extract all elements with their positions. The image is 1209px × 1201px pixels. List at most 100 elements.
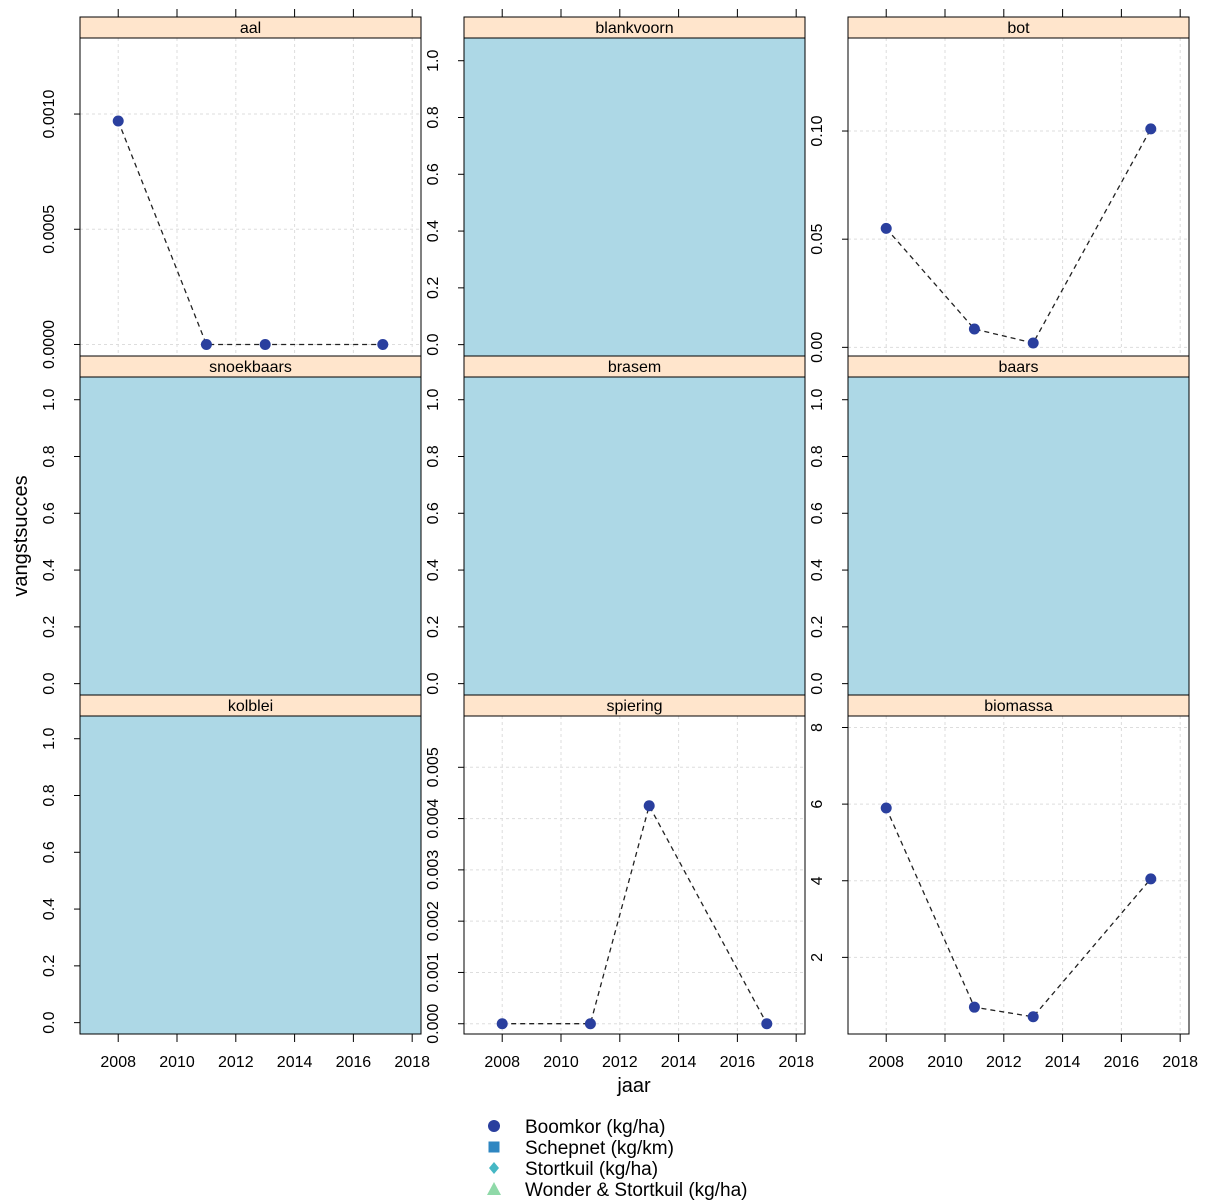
panel-background xyxy=(80,716,421,1034)
y-tick-label: 0.10 xyxy=(809,115,826,146)
y-tick-label: 0.0010 xyxy=(41,89,58,138)
panel-brasem: brasem 0.0 0.2 0.4 0.6 0.8 1.0 xyxy=(425,355,806,696)
y-tick-label: 4 xyxy=(809,876,826,885)
data-point xyxy=(496,1018,508,1030)
panel-strip xyxy=(79,16,422,39)
legend-circle-icon xyxy=(488,1120,500,1132)
y-tick-label: 0.4 xyxy=(425,559,442,581)
y-tick-label: 0.8 xyxy=(425,106,442,128)
y-tick-label: 1.0 xyxy=(41,727,58,749)
panel-background xyxy=(464,38,805,356)
panel-title: spiering xyxy=(606,698,662,715)
data-point xyxy=(259,338,271,350)
data-point xyxy=(968,323,980,335)
y-tick-label: 0.003 xyxy=(425,850,442,890)
y-tick-label: 0.8 xyxy=(809,445,826,467)
x-tick-label: 2008 xyxy=(868,1054,904,1071)
panel-background xyxy=(464,716,805,1034)
data-point xyxy=(880,802,892,814)
y-tick-label: 0.4 xyxy=(41,559,58,581)
y-tick-label: 0.2 xyxy=(41,955,58,977)
x-tick-label: 2014 xyxy=(277,1054,313,1071)
y-tick-label: 2 xyxy=(809,953,826,962)
legend-item: Schepnet (kg/km) xyxy=(488,1138,674,1159)
y-tick-label: 0.0000 xyxy=(41,320,58,369)
y-axis-label: vangstsucces xyxy=(10,475,32,596)
y-tick-label: 0.0 xyxy=(41,1011,58,1033)
panel-background xyxy=(848,716,1189,1034)
panel-title: brasem xyxy=(608,359,661,376)
legend-label: Wonder & Stortkuil (kg/ha) xyxy=(525,1180,747,1201)
legend-label: Stortkuil (kg/ha) xyxy=(525,1159,658,1180)
panel-blankvoorn: blankvoorn 0.0 0.2 0.4 0.6 0.8 1.0 xyxy=(425,9,806,357)
x-tick-label: 2016 xyxy=(336,1054,372,1071)
x-axis-label: jaar xyxy=(616,1075,651,1097)
data-point xyxy=(1145,873,1157,885)
y-tick-label: 1.0 xyxy=(425,49,442,71)
y-tick-label: 1.0 xyxy=(41,388,58,410)
panel-kolblei: kolblei 0.0 0.2 0.4 0.6 0.8 1.0 2008 2010 2012 201… xyxy=(41,694,430,1071)
y-tick-label: 0.2 xyxy=(425,616,442,638)
y-tick-label: 0.8 xyxy=(425,445,442,467)
panel-strip xyxy=(79,694,422,717)
panel-strip xyxy=(847,16,1190,39)
x-tick-label: 2014 xyxy=(1045,1054,1081,1071)
panel-strip xyxy=(463,694,806,717)
panel-title: bot xyxy=(1007,20,1030,37)
y-tick-label: 1.0 xyxy=(809,388,826,410)
y-tick-label: 0.6 xyxy=(41,502,58,524)
y-tick-label: 0.4 xyxy=(41,898,58,920)
x-tick-label: 2008 xyxy=(100,1054,136,1071)
panel-title: kolblei xyxy=(228,698,273,715)
data-point xyxy=(377,338,389,350)
x-tick-label: 2010 xyxy=(543,1054,579,1071)
data-point xyxy=(200,338,212,350)
series-line xyxy=(502,804,768,1025)
legend-item: Boomkor (kg/ha) xyxy=(488,1117,665,1138)
data-point xyxy=(761,1018,773,1030)
data-point xyxy=(968,1001,980,1013)
y-tick-label: 0.001 xyxy=(425,952,442,992)
data-point xyxy=(1027,1011,1039,1023)
y-tick-label: 0.8 xyxy=(41,445,58,467)
y-tick-label: 0.004 xyxy=(425,798,442,838)
legend-square-icon xyxy=(488,1141,500,1153)
panel-biomassa: biomassa 2 4 6 8 2008 2010 2012 2014 2016 2018 xyxy=(809,694,1198,1071)
x-tick-label: 2016 xyxy=(1104,1054,1140,1071)
y-tick-label: 0.0 xyxy=(41,672,58,694)
y-tick-label: 0.2 xyxy=(41,616,58,638)
y-tick-label: 8 xyxy=(809,723,826,732)
panel-strip xyxy=(79,355,422,378)
y-tick-label: 0.00 xyxy=(809,332,826,363)
series-line xyxy=(885,807,1152,1018)
y-tick-label: 0.0005 xyxy=(41,205,58,254)
data-point xyxy=(880,222,892,234)
x-tick-label: 2010 xyxy=(927,1054,963,1071)
panel-strip xyxy=(847,694,1190,717)
panel-title: baars xyxy=(998,359,1038,376)
panel-title: snoekbaars xyxy=(209,359,292,376)
y-tick-label: 0.6 xyxy=(809,502,826,524)
legend-triangle-icon xyxy=(487,1182,501,1195)
x-tick-label: 2018 xyxy=(778,1054,814,1071)
panel-snoekbaars: snoekbaars 0.0 0.2 0.4 0.6 0.8 1.0 xyxy=(41,355,422,696)
panel-strip xyxy=(847,355,1190,378)
data-point xyxy=(112,115,124,127)
panel-aal: aal 0.0000 0.0005 0.0010 xyxy=(41,9,422,369)
x-tick-label: 2018 xyxy=(394,1054,430,1071)
panel-spiering: spiering 0.000 0.001 0.002 0.003 0.004 0.005 20… xyxy=(425,694,814,1071)
x-tick-label: 2012 xyxy=(218,1054,254,1071)
y-tick-label: 0.000 xyxy=(425,1004,442,1044)
y-tick-label: 0.005 xyxy=(425,747,442,787)
panel-strip xyxy=(463,16,806,39)
y-tick-label: 0.2 xyxy=(425,277,442,299)
panel-title: biomassa xyxy=(984,698,1053,715)
y-tick-label: 1.0 xyxy=(425,388,442,410)
legend-diamond-icon xyxy=(489,1162,499,1174)
y-tick-label: 0.6 xyxy=(41,841,58,863)
x-tick-label: 2012 xyxy=(986,1054,1022,1071)
x-tick-label: 2018 xyxy=(1162,1054,1198,1071)
legend-item: Wonder & Stortkuil (kg/ha) xyxy=(487,1180,747,1201)
series-line xyxy=(885,128,1152,344)
